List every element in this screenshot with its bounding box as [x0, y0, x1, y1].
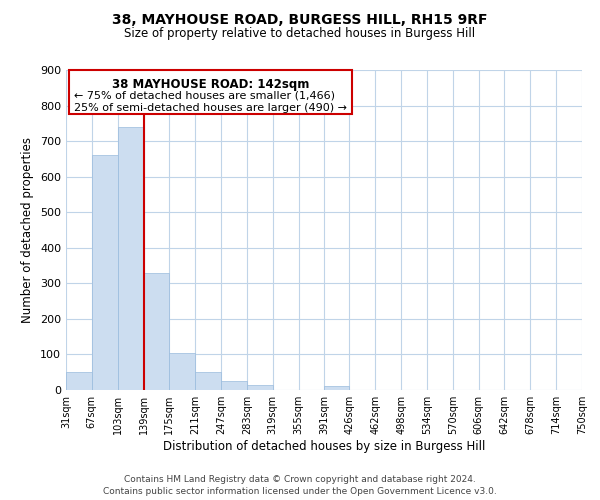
Text: Contains public sector information licensed under the Open Government Licence v3: Contains public sector information licen… [103, 488, 497, 496]
Bar [325, 386, 349, 390]
FancyBboxPatch shape [69, 70, 352, 114]
X-axis label: Distribution of detached houses by size in Burgess Hill: Distribution of detached houses by size … [163, 440, 485, 453]
Text: Contains HM Land Registry data © Crown copyright and database right 2024.: Contains HM Land Registry data © Crown c… [124, 475, 476, 484]
Bar [195, 372, 221, 390]
Bar [92, 156, 118, 390]
Text: 25% of semi-detached houses are larger (490) →: 25% of semi-detached houses are larger (… [74, 103, 347, 113]
Bar [66, 372, 92, 390]
Bar [247, 384, 272, 390]
Text: 38, MAYHOUSE ROAD, BURGESS HILL, RH15 9RF: 38, MAYHOUSE ROAD, BURGESS HILL, RH15 9R… [112, 12, 488, 26]
Text: 38 MAYHOUSE ROAD: 142sqm: 38 MAYHOUSE ROAD: 142sqm [112, 78, 309, 90]
Bar [221, 381, 247, 390]
Text: ← 75% of detached houses are smaller (1,466): ← 75% of detached houses are smaller (1,… [74, 90, 335, 101]
Y-axis label: Number of detached properties: Number of detached properties [22, 137, 34, 323]
Bar [118, 127, 143, 390]
Bar [169, 352, 195, 390]
Bar [143, 272, 169, 390]
Text: Size of property relative to detached houses in Burgess Hill: Size of property relative to detached ho… [124, 28, 476, 40]
